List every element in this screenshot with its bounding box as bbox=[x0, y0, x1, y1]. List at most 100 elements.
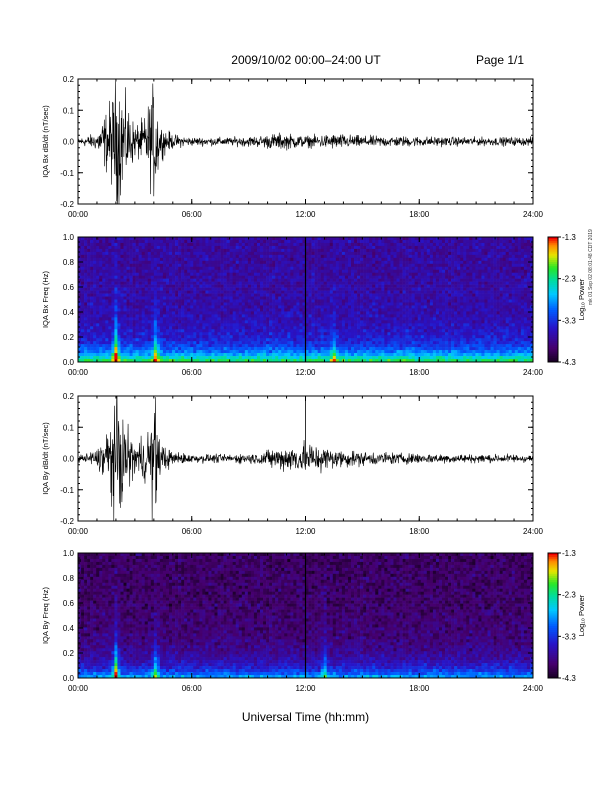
heatmap-cell bbox=[78, 338, 82, 342]
heatmap-cell bbox=[102, 329, 106, 333]
heatmap-cell bbox=[366, 332, 370, 336]
heatmap-cell bbox=[226, 254, 230, 259]
heatmap-cell bbox=[120, 257, 124, 262]
heatmap-cell bbox=[290, 269, 294, 274]
heatmap-cell bbox=[90, 263, 94, 268]
heatmap-cell bbox=[335, 338, 340, 342]
heatmap-cell bbox=[205, 311, 209, 315]
heatmap-cell bbox=[302, 326, 306, 330]
heatmap-cell bbox=[281, 326, 285, 330]
heatmap-cell bbox=[93, 290, 97, 294]
heatmap-cell bbox=[414, 338, 419, 342]
heatmap-cell bbox=[169, 266, 173, 271]
heatmap-cell bbox=[90, 284, 94, 288]
heatmap-cell bbox=[102, 323, 106, 327]
heatmap-cell bbox=[102, 302, 106, 306]
y-tick-label: 0.0 bbox=[63, 138, 75, 147]
heatmap-cell bbox=[332, 239, 337, 244]
heatmap-cell bbox=[396, 344, 400, 348]
heatmap-cell bbox=[135, 338, 139, 342]
heatmap-cell bbox=[399, 248, 403, 253]
heatmap-cell bbox=[296, 278, 300, 282]
heatmap-cell bbox=[93, 344, 97, 348]
heatmap-cell bbox=[341, 350, 346, 354]
heatmap-cell bbox=[132, 296, 136, 300]
heatmap-cell bbox=[308, 332, 312, 336]
heatmap-cell bbox=[341, 305, 346, 309]
heatmap-cell bbox=[175, 278, 179, 282]
heatmap-cell bbox=[417, 290, 422, 294]
heatmap-cell bbox=[384, 254, 388, 259]
heatmap-cell bbox=[123, 272, 127, 276]
heatmap-cell bbox=[284, 254, 288, 259]
heatmap-cell bbox=[296, 245, 300, 250]
heatmap-cell bbox=[135, 242, 139, 247]
heatmap-cell bbox=[266, 335, 270, 339]
heatmap-cell bbox=[287, 341, 291, 345]
heatmap-cell bbox=[332, 275, 337, 279]
heatmap-cell bbox=[87, 314, 91, 318]
heatmap-cell bbox=[423, 269, 428, 274]
heatmap-cell bbox=[214, 335, 218, 339]
heatmap-cell bbox=[287, 356, 291, 360]
heatmap-cell bbox=[375, 347, 379, 351]
heatmap-cell bbox=[269, 338, 273, 342]
heatmap-cell bbox=[217, 287, 221, 291]
heatmap-cell bbox=[87, 341, 91, 345]
heatmap-cell bbox=[108, 290, 112, 294]
heatmap-cell bbox=[132, 237, 136, 241]
heatmap-cell bbox=[263, 329, 267, 333]
heatmap-cell bbox=[302, 254, 306, 259]
heatmap-cell bbox=[105, 314, 109, 318]
heatmap-cell bbox=[414, 293, 419, 297]
heatmap-cell bbox=[199, 284, 203, 288]
heatmap-cell bbox=[220, 314, 224, 318]
heatmap-cell bbox=[190, 296, 194, 300]
heatmap-cell bbox=[241, 281, 246, 285]
heatmap-cell bbox=[126, 248, 130, 253]
heatmap-cell bbox=[144, 350, 149, 354]
heatmap-cell bbox=[253, 239, 258, 244]
heatmap-cell bbox=[187, 323, 191, 327]
heatmap-cell bbox=[244, 263, 249, 268]
heatmap-cell bbox=[247, 269, 252, 274]
heatmap-cell bbox=[126, 335, 130, 339]
heatmap-cell bbox=[150, 323, 155, 327]
heatmap-cell bbox=[426, 323, 431, 327]
heatmap-cell bbox=[99, 284, 103, 288]
heatmap-cell bbox=[217, 254, 221, 259]
heatmap-cell bbox=[114, 281, 118, 285]
heatmap-cell bbox=[384, 287, 388, 291]
heatmap-cell bbox=[366, 335, 370, 339]
heatmap-cell bbox=[172, 266, 176, 271]
heatmap-cell bbox=[302, 356, 306, 360]
heatmap-cell bbox=[193, 296, 197, 300]
heatmap-cell bbox=[302, 296, 306, 300]
heatmap-cell bbox=[108, 302, 112, 306]
heatmap-cell bbox=[329, 251, 334, 256]
heatmap-cell bbox=[90, 245, 94, 250]
heatmap-cell bbox=[281, 338, 285, 342]
heatmap-cell bbox=[244, 245, 249, 250]
heatmap-cell bbox=[165, 320, 170, 324]
heatmap-cell bbox=[141, 350, 146, 354]
heatmap-cell bbox=[87, 293, 91, 297]
heatmap-cell bbox=[290, 344, 294, 348]
heatmap-cell bbox=[335, 242, 340, 247]
heatmap-cell bbox=[423, 326, 428, 330]
heatmap-cell bbox=[344, 347, 349, 351]
heatmap-cell bbox=[144, 287, 149, 291]
heatmap-cell bbox=[426, 269, 431, 274]
heatmap-cell bbox=[123, 353, 127, 357]
heatmap-cell bbox=[347, 242, 352, 247]
heatmap-cell bbox=[211, 332, 215, 336]
heatmap-cell bbox=[335, 323, 340, 327]
heatmap-cell bbox=[175, 320, 179, 324]
heatmap-cell bbox=[175, 245, 179, 250]
heatmap-cell bbox=[260, 347, 264, 351]
heatmap-cell bbox=[169, 281, 173, 285]
heatmap-cell bbox=[372, 356, 376, 360]
heatmap-cell bbox=[378, 248, 382, 253]
heatmap-cell bbox=[272, 275, 276, 279]
heatmap-cell bbox=[332, 281, 337, 285]
